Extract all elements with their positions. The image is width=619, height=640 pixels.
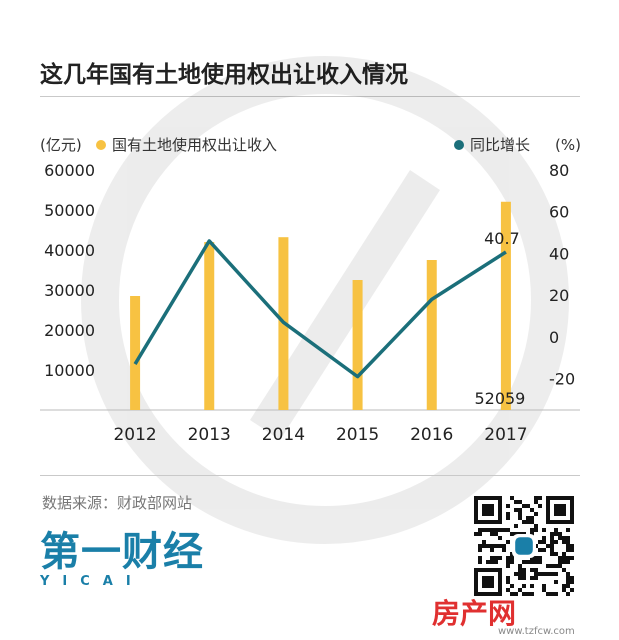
- x-tick-label: 2012: [113, 425, 156, 445]
- left-tick-label: 60000: [44, 161, 95, 180]
- right-tick-label: 20: [549, 286, 569, 305]
- watermark-logo: 房产网: [432, 597, 517, 630]
- x-tick-label: 2016: [410, 425, 453, 445]
- bar-2013: [204, 242, 215, 410]
- growth-line: [133, 239, 507, 379]
- legend-label-bar: 国有土地使用权出让收入: [112, 136, 277, 154]
- logo-main-text: 第一财经: [40, 529, 204, 575]
- x-tick-label: 2017: [484, 425, 527, 445]
- left-tick-label: 10000: [44, 361, 95, 380]
- bar-2012: [130, 296, 141, 410]
- qr-code-icon[interactable]: [474, 496, 574, 596]
- left-tick-label: 20000: [44, 321, 95, 340]
- yicai-logo: 第一财经 YICAI: [40, 530, 204, 589]
- annotation-growth-2017: 40.7: [484, 229, 520, 248]
- background-watermark-icon: [81, 56, 569, 544]
- x-tick-label: 2015: [336, 425, 379, 445]
- bar-2016: [426, 260, 437, 410]
- bar-2017: [500, 201, 511, 410]
- left-tick-label: 30000: [44, 281, 95, 300]
- left-axis-unit: (亿元): [40, 136, 82, 154]
- chart-title: 这几年国有土地使用权出让收入情况: [40, 62, 408, 88]
- legend-swatch-bar: [96, 140, 106, 150]
- legend-swatch-line: [454, 140, 464, 150]
- right-tick-label: 0: [549, 328, 559, 347]
- title-divider: [40, 96, 580, 97]
- x-tick-label: 2014: [262, 425, 305, 445]
- bar-2015: [352, 280, 363, 410]
- right-tick-label: 60: [549, 203, 569, 222]
- legend-label-line: 同比增长: [470, 136, 530, 154]
- right-axis-unit: (%): [555, 136, 581, 154]
- left-tick-label: 50000: [44, 201, 95, 220]
- logo-sub-text: YICAI: [40, 574, 144, 589]
- right-tick-label: 40: [549, 244, 569, 263]
- right-tick-label: -20: [549, 370, 575, 389]
- data-source: 数据来源：财政部网站: [42, 494, 193, 512]
- bottom-divider: [40, 475, 580, 476]
- watermark-url: www.tzfcw.com: [498, 626, 575, 637]
- right-tick-label: 80: [549, 161, 569, 180]
- left-tick-label: 40000: [44, 241, 95, 260]
- annotation-revenue-2017: 52059: [474, 389, 525, 408]
- x-tick-label: 2013: [188, 425, 231, 445]
